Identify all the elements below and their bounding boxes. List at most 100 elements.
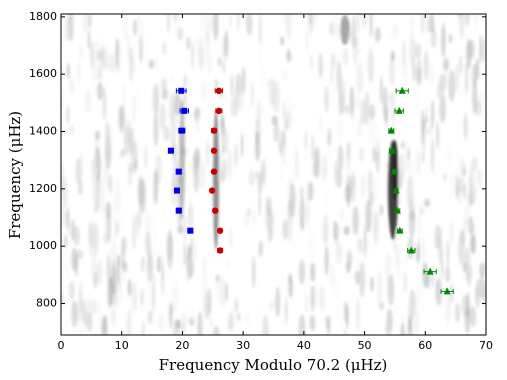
texture: [305, 21, 309, 55]
texture: [71, 300, 78, 328]
texture: [151, 283, 155, 316]
texture: [332, 53, 336, 68]
texture: [103, 168, 111, 186]
point: [393, 206, 401, 214]
point: [216, 247, 224, 254]
texture: [201, 84, 208, 97]
point: [167, 147, 174, 154]
texture: [187, 243, 191, 263]
y-tick-label: 1400: [29, 125, 57, 138]
texture: [286, 210, 293, 242]
texture: [379, 75, 383, 105]
point: [215, 87, 223, 95]
texture: [251, 81, 254, 107]
texture: [188, 305, 196, 322]
texture: [177, 224, 184, 235]
x-tick-label: 40: [297, 339, 311, 352]
texture: [264, 211, 272, 227]
y-tick-label: 1600: [29, 67, 57, 80]
texture: [446, 293, 450, 324]
texture: [135, 87, 140, 110]
y-tick-label: 1200: [29, 182, 57, 195]
texture: [423, 50, 429, 80]
texture: [175, 319, 181, 330]
texture: [440, 249, 444, 281]
texture: [429, 14, 435, 34]
texture: [135, 211, 141, 235]
texture: [66, 206, 70, 233]
texture: [403, 271, 408, 293]
texture: [356, 62, 364, 94]
texture: [82, 14, 89, 33]
texture: [96, 81, 104, 101]
texture: [440, 77, 446, 113]
texture: [324, 85, 329, 113]
texture: [288, 273, 293, 285]
texture: [412, 306, 419, 335]
texture: [463, 112, 468, 140]
texture: [358, 146, 364, 163]
texture: [449, 169, 457, 197]
texture: [349, 85, 354, 117]
texture: [417, 236, 421, 263]
texture: [290, 14, 295, 30]
texture: [227, 312, 234, 332]
texture: [116, 253, 121, 283]
texture: [103, 48, 109, 72]
texture: [89, 41, 95, 69]
texture: [459, 55, 462, 74]
texture: [65, 16, 69, 42]
texture: [394, 302, 399, 317]
texture: [436, 82, 442, 99]
texture: [66, 104, 70, 125]
texture: [450, 213, 454, 246]
texture: [318, 284, 326, 312]
texture: [324, 195, 329, 206]
texture: [475, 58, 480, 81]
texture: [338, 77, 346, 114]
point: [216, 227, 224, 234]
texture: [373, 177, 380, 201]
texture: [184, 300, 187, 321]
texture: [251, 208, 257, 224]
texture: [180, 314, 185, 324]
texture: [270, 130, 273, 149]
texture: [131, 281, 138, 314]
texture: [289, 182, 296, 218]
texture: [96, 49, 102, 62]
texture: [201, 279, 208, 305]
texture: [148, 59, 155, 69]
point: [392, 186, 400, 194]
texture: [236, 312, 241, 322]
point: [175, 168, 182, 175]
texture: [331, 14, 338, 35]
point: [173, 187, 180, 194]
texture: [430, 265, 434, 289]
texture: [343, 225, 350, 236]
texture: [76, 249, 84, 259]
texture: [256, 99, 261, 131]
texture: [147, 310, 153, 325]
texture: [247, 207, 251, 217]
texture: [153, 112, 159, 147]
texture: [307, 181, 314, 202]
texture: [448, 142, 451, 166]
x-tick-label: 20: [175, 339, 189, 352]
texture: [215, 274, 220, 284]
texture: [139, 179, 147, 214]
x-axis-label: Frequency Modulo 70.2 (μHz): [159, 356, 388, 374]
texture: [193, 159, 200, 193]
texture: [172, 143, 177, 165]
texture: [119, 270, 122, 303]
texture: [183, 73, 187, 88]
texture: [298, 314, 306, 335]
texture: [206, 54, 213, 77]
texture: [93, 161, 97, 191]
texture: [459, 158, 466, 176]
texture: [131, 214, 137, 250]
texture: [350, 176, 356, 188]
texture: [245, 312, 250, 327]
texture: [230, 73, 234, 98]
texture: [207, 152, 211, 162]
texture: [147, 268, 150, 297]
